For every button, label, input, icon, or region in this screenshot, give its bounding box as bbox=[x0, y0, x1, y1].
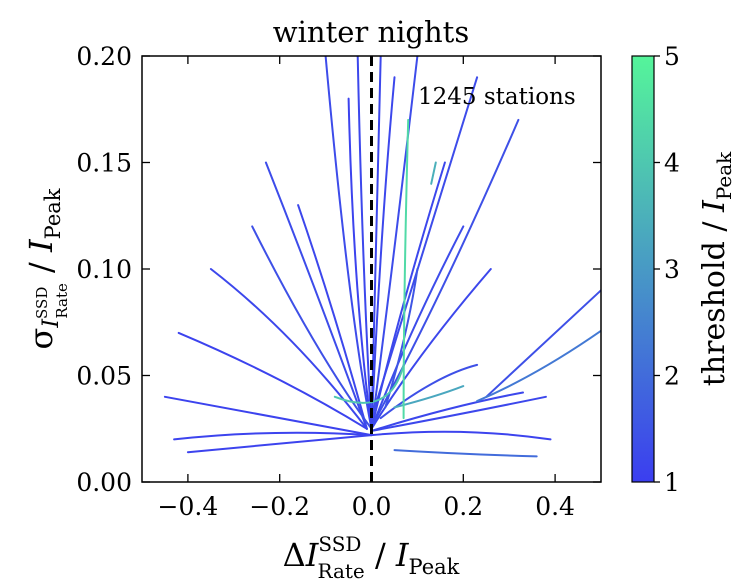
series-line-20 bbox=[370, 391, 524, 432]
series-line-11 bbox=[370, 225, 465, 430]
series-line-18 bbox=[186, 434, 373, 454]
colorbar-tick-label: 5 bbox=[664, 42, 680, 71]
series-line-12 bbox=[370, 268, 492, 430]
series-line-28 bbox=[402, 118, 410, 420]
series-line-7 bbox=[264, 161, 368, 430]
series-line-25 bbox=[476, 329, 601, 403]
series-line-16 bbox=[163, 395, 373, 437]
series-line-14 bbox=[370, 76, 396, 430]
series-line-19 bbox=[370, 395, 547, 432]
series-line-23 bbox=[379, 363, 479, 420]
colorbar-tick-label: 1 bbox=[664, 468, 680, 497]
colorbar-label: threshold / IPeak bbox=[697, 151, 736, 386]
colorbar bbox=[631, 55, 655, 483]
colorbar-ticks: 1 2 3 4 5 bbox=[654, 42, 680, 497]
series-line-5 bbox=[375, 118, 520, 420]
x-axis-label: ΔISSD Rate / IPeak bbox=[283, 532, 460, 583]
series-line-6 bbox=[370, 161, 446, 430]
series-line-27 bbox=[393, 449, 538, 458]
x-tick-label: 0.4 bbox=[535, 492, 575, 521]
series-line-0 bbox=[324, 56, 373, 430]
colorbar-tick-label: 3 bbox=[664, 255, 680, 284]
x-tick-label: 0.0 bbox=[352, 492, 392, 521]
series-line-24 bbox=[485, 289, 601, 398]
colorbar-tick-label: 4 bbox=[664, 149, 680, 178]
y-tick-label: 0.20 bbox=[76, 42, 132, 71]
series-line-26 bbox=[393, 385, 465, 409]
stations-annotation: 1245 stations bbox=[418, 84, 576, 110]
series-line-1 bbox=[356, 56, 373, 430]
x-tick-label: −0.4 bbox=[158, 492, 219, 521]
series-line-13 bbox=[347, 97, 373, 430]
y-tick-label: 0.05 bbox=[76, 362, 132, 391]
y-tick-label: 0.10 bbox=[76, 255, 132, 284]
x-tick-label: 0.2 bbox=[443, 492, 483, 521]
chart-title: winter nights bbox=[273, 15, 469, 49]
series-layer bbox=[163, 56, 601, 458]
y-tick-label: 0.15 bbox=[76, 149, 132, 178]
series-line-30 bbox=[333, 363, 405, 404]
series-line-10 bbox=[297, 204, 368, 430]
series-line-17 bbox=[173, 431, 373, 441]
series-line-8 bbox=[209, 268, 368, 430]
x-axis-ticks: −0.4 −0.2 0.0 0.2 0.4 bbox=[158, 56, 575, 521]
y-axis-label: σISSD Rate / IPeak bbox=[22, 188, 71, 349]
series-line-15 bbox=[251, 225, 373, 430]
series-line-21 bbox=[370, 430, 552, 441]
series-line-29 bbox=[430, 161, 437, 185]
y-tick-label: 0.00 bbox=[76, 468, 132, 497]
x-tick-label: −0.2 bbox=[249, 492, 310, 521]
series-line-3 bbox=[370, 56, 419, 430]
series-line-9 bbox=[177, 331, 368, 430]
colorbar-tick-label: 2 bbox=[664, 362, 680, 391]
y-axis-ticks: 0.00 0.05 0.10 0.15 0.20 bbox=[76, 42, 601, 497]
